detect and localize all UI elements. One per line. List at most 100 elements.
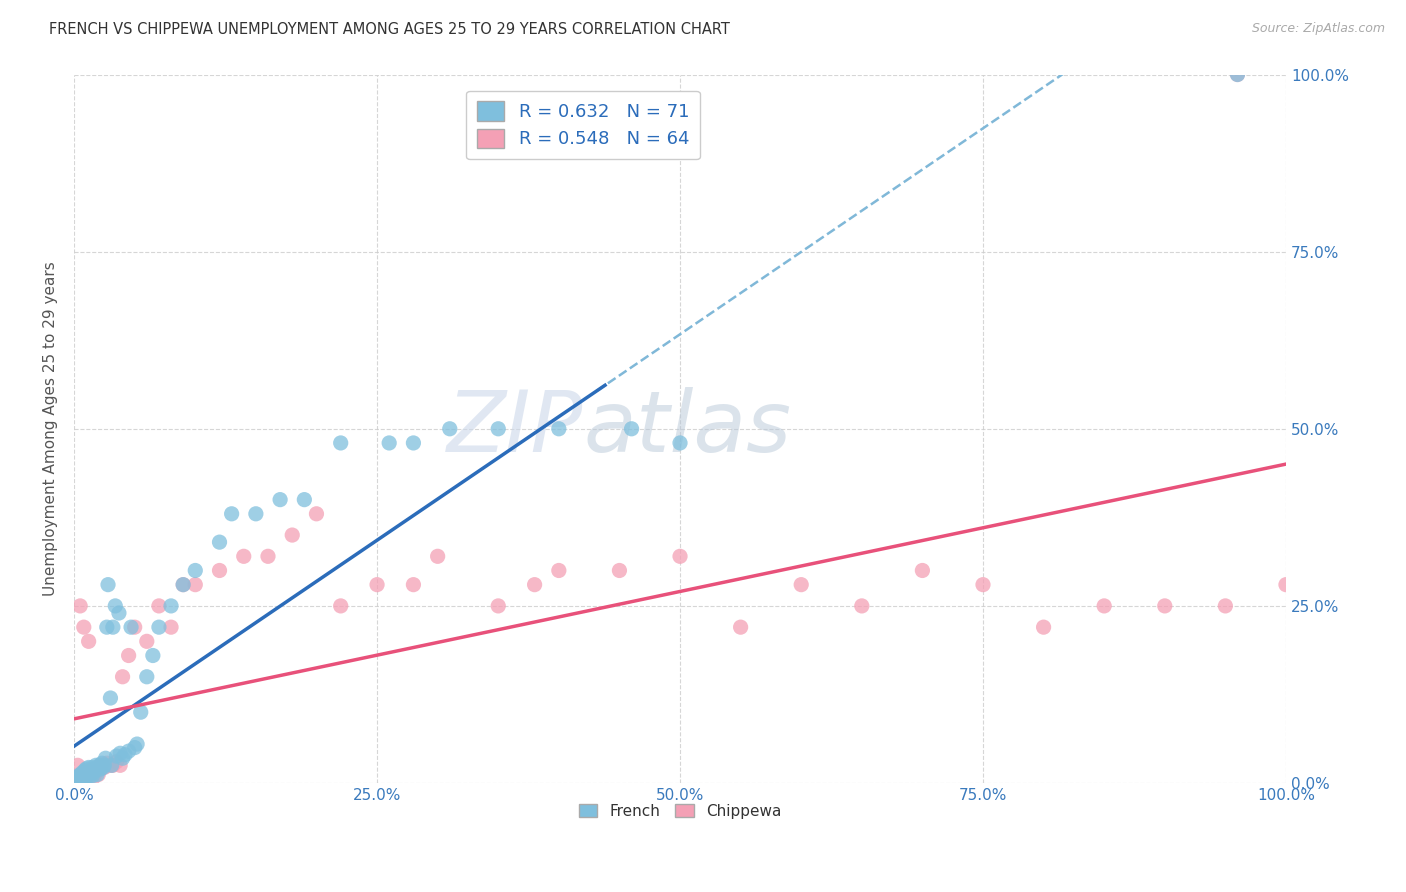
Point [65,774,87,789]
Point [523,577,546,591]
Point [82,765,104,780]
Point [208,535,231,549]
Point [620,422,643,436]
Point [86,764,108,778]
Point [129,705,152,719]
Point [90,762,112,776]
Point [82,769,104,783]
Point [73,769,96,783]
Point [378,436,401,450]
Point [86,767,108,781]
Point [1226,68,1249,82]
Point [426,549,449,564]
Point [257,549,280,564]
Point [111,751,134,765]
Text: atlas: atlas [583,387,792,470]
Point [1215,599,1237,613]
Point [172,577,194,591]
Point [329,436,352,450]
Point [69,767,91,781]
Point [77,765,100,780]
Point [148,620,170,634]
Point [269,492,291,507]
Point [70,771,93,785]
Point [73,620,96,634]
Point [84,765,107,780]
Point [83,762,105,776]
Point [486,599,509,613]
Point [305,507,328,521]
Text: Source: ZipAtlas.com: Source: ZipAtlas.com [1251,22,1385,36]
Point [669,436,692,450]
Point [117,648,139,663]
Point [142,648,165,663]
Point [669,549,692,564]
Point [72,765,94,780]
Point [1092,599,1115,613]
Point [160,599,183,613]
Point [105,749,128,764]
Point [77,634,100,648]
Point [851,599,873,613]
Point [135,634,157,648]
Point [75,762,97,776]
Point [148,599,170,613]
Point [91,760,114,774]
Point [972,577,994,591]
Point [486,422,509,436]
Point [184,577,207,591]
Point [73,772,96,787]
Point [184,564,207,578]
Point [87,760,110,774]
Point [66,758,89,772]
Point [547,422,569,436]
Point [245,507,267,521]
Point [66,772,89,786]
Point [82,770,104,784]
Point [97,577,120,591]
Point [1226,68,1249,82]
Point [72,771,94,785]
Point [402,577,425,591]
Point [69,770,91,784]
Point [135,670,157,684]
Point [84,764,107,778]
Point [80,764,103,778]
Point [90,758,112,772]
Point [65,773,87,788]
Point [1275,577,1298,591]
Point [329,599,352,613]
Point [76,767,98,781]
Point [547,564,569,578]
Point [82,760,104,774]
Point [73,772,96,787]
Point [108,758,131,772]
Point [73,767,96,781]
Point [124,740,146,755]
Text: FRENCH VS CHIPPEWA UNEMPLOYMENT AMONG AGES 25 TO 29 YEARS CORRELATION CHART: FRENCH VS CHIPPEWA UNEMPLOYMENT AMONG AG… [49,22,730,37]
Point [1153,599,1175,613]
Point [70,770,93,784]
Point [65,773,87,788]
Point [67,769,90,783]
Point [77,760,100,774]
Point [104,599,127,613]
Point [75,770,97,784]
Point [117,744,139,758]
Point [79,769,101,783]
Point [108,606,131,620]
Point [69,599,91,613]
Point [292,492,315,507]
Point [1032,620,1054,634]
Point [911,564,934,578]
Point [120,620,142,634]
Point [67,772,90,787]
Point [93,760,115,774]
Point [101,620,124,634]
Point [66,770,89,784]
Point [84,758,107,772]
Point [67,773,90,788]
Point [96,620,118,634]
Point [609,564,631,578]
Point [105,755,128,769]
